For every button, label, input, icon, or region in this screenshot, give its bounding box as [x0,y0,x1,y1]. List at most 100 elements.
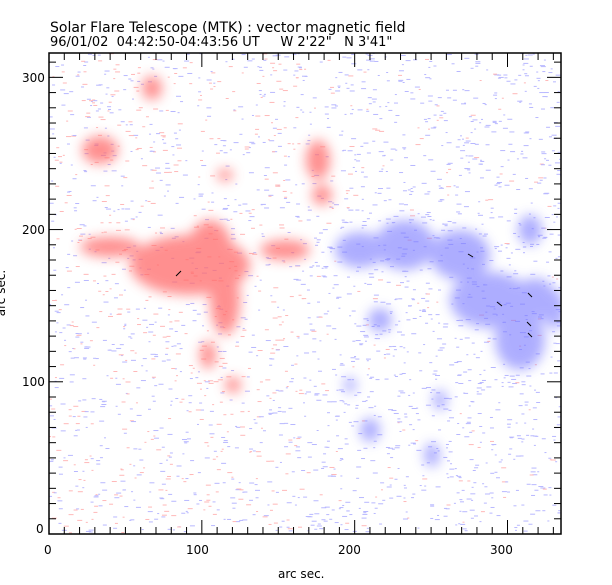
noise-pixel [375,496,378,498]
noise-pixel [380,482,385,484]
noise-pixel [507,159,510,161]
noise-pixel [167,528,172,530]
noise-pixel [70,164,73,166]
noise-pixel [75,75,80,77]
noise-pixel [49,398,52,400]
noise-pixel [137,80,141,82]
noise-pixel [348,421,352,423]
noise-pixel [526,375,532,377]
noise-pixel [381,168,384,170]
noise-pixel [548,251,552,253]
noise-pixel [264,189,270,191]
noise-pixel [530,435,535,437]
noise-pixel [500,244,503,246]
noise-pixel [93,364,96,366]
noise-pixel [393,215,399,217]
noise-pixel [203,509,206,511]
noise-pixel [214,482,220,484]
noise-pixel [341,458,344,460]
noise-pixel [458,325,464,327]
noise-pixel [307,140,311,142]
noise-pixel [472,469,476,471]
noise-pixel [362,324,367,326]
noise-pixel [300,94,304,96]
noise-pixel [58,508,63,510]
noise-pixel [374,507,378,509]
noise-pixel [540,487,546,489]
noise-pixel [72,416,76,418]
noise-pixel [102,524,107,526]
noise-pixel [241,376,246,378]
noise-pixel [96,283,99,285]
noise-pixel [394,299,397,301]
noise-pixel [242,519,248,521]
noise-pixel [49,415,54,417]
noise-pixel [366,59,372,61]
noise-pixel [314,528,318,530]
noise-pixel [163,142,167,144]
noise-pixel [388,447,394,449]
noise-pixel [113,297,118,299]
noise-pixel [397,418,401,420]
noise-pixel [363,176,368,178]
noise-pixel [518,74,522,76]
noise-pixel [500,150,506,152]
noise-pixel [443,515,448,517]
noise-pixel [109,214,112,216]
noise-pixel [540,108,545,110]
noise-pixel [543,177,547,179]
noise-pixel [255,451,261,453]
noise-pixel [186,438,191,440]
noise-pixel [256,511,259,513]
noise-pixel [162,149,168,151]
noise-pixel [315,244,319,246]
noise-pixel [69,374,75,376]
noise-pixel [277,316,282,318]
noise-pixel [267,504,270,506]
noise-pixel [363,512,367,514]
noise-pixel [358,507,361,509]
noise-pixel [536,402,541,404]
noise-pixel [459,499,463,501]
noise-pixel [400,392,406,394]
noise-pixel [338,500,342,502]
noise-pixel [307,442,313,444]
noise-pixel [355,340,361,342]
noise-pixel [151,169,157,171]
noise-pixel [537,182,542,184]
noise-pixel [123,289,126,291]
noise-pixel [52,247,55,249]
noise-pixel [212,501,216,503]
noise-pixel [285,453,291,455]
noise-pixel [315,265,320,267]
noise-pixel [321,467,325,469]
noise-pixel [129,408,133,410]
noise-pixel [539,65,545,67]
noise-pixel [333,468,336,470]
noise-pixel [153,313,159,315]
noise-pixel [60,403,66,405]
noise-pixel [498,186,502,188]
noise-pixel [469,431,473,433]
noise-pixel [102,294,105,296]
noise-pixel [371,98,377,100]
noise-pixel [508,143,513,145]
noise-pixel [337,261,343,263]
noise-pixel [309,275,313,277]
noise-pixel [497,74,502,76]
noise-pixel [56,238,60,240]
noise-pixel [124,220,128,222]
noise-pixel [302,111,305,113]
noise-pixel [558,406,561,408]
noise-pixel [157,513,160,515]
noise-pixel [316,275,321,277]
noise-pixel [410,188,413,190]
noise-pixel [198,193,204,195]
noise-pixel [427,216,432,218]
noise-pixel [532,53,535,55]
noise-pixel [514,79,518,81]
noise-pixel [259,69,264,71]
noise-pixel [473,353,476,355]
noise-pixel [266,395,270,397]
noise-pixel [503,496,507,498]
